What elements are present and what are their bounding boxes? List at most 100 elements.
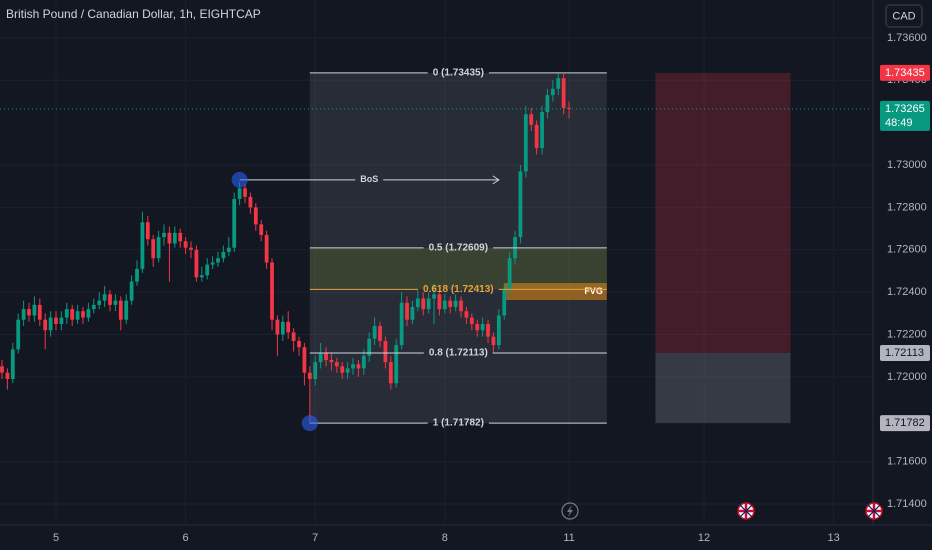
candle-body	[399, 302, 404, 346]
candle-body	[361, 355, 366, 369]
candle-body	[286, 321, 291, 333]
candle-body	[448, 300, 453, 307]
candle-body	[491, 336, 496, 346]
price-tag-label: 1.71782	[885, 417, 925, 429]
candle-body	[140, 222, 145, 269]
candle-body	[442, 300, 447, 310]
candle-body	[426, 298, 431, 310]
x-tick-label: 11	[563, 532, 574, 544]
candle-body	[259, 224, 264, 235]
candle-body	[189, 247, 193, 250]
candle-body	[459, 300, 463, 312]
candle-body	[518, 171, 523, 238]
candle-body	[118, 300, 123, 320]
candle-body	[464, 311, 469, 318]
anchor-point	[231, 171, 248, 188]
flag-icon[interactable]	[737, 502, 755, 520]
candle-body	[475, 323, 480, 331]
stop-zone	[655, 352, 791, 424]
target-zone	[655, 72, 791, 353]
currency-label[interactable]: CAD	[892, 10, 915, 22]
y-tick-label: 1.73000	[887, 159, 927, 171]
candle-body	[210, 262, 215, 265]
candle-body	[59, 317, 64, 324]
candle-body	[151, 239, 156, 259]
candle-body	[172, 232, 177, 244]
candle-body	[345, 368, 350, 373]
candle-body	[437, 294, 442, 310]
candle-body	[64, 309, 69, 318]
candle-body	[545, 95, 550, 113]
flag-icon[interactable]	[865, 502, 883, 520]
candle-body	[243, 188, 247, 197]
candle-body	[486, 323, 490, 337]
currency-button[interactable]	[885, 4, 923, 28]
y-tick-label: 1.72200	[887, 328, 927, 340]
candle-body	[280, 321, 285, 335]
candle-body	[340, 366, 345, 373]
candle-body	[480, 323, 485, 331]
candle-body	[129, 281, 134, 301]
candle-body	[124, 300, 129, 320]
price-tag	[880, 64, 930, 81]
candle-body	[529, 114, 534, 125]
candle-body	[302, 347, 307, 373]
candle-body	[237, 188, 242, 199]
candle-body	[378, 326, 382, 341]
candle-body	[70, 309, 75, 320]
y-tick-label: 1.72600	[887, 244, 927, 256]
y-tick-label: 1.71600	[887, 456, 927, 468]
candle-body	[156, 237, 161, 259]
candle-body	[334, 362, 339, 367]
candle-body	[48, 317, 53, 331]
price-tag	[880, 415, 930, 432]
candle-body	[351, 364, 355, 369]
candle-body	[97, 300, 102, 305]
fib-label: 0.618 (1.72413)	[423, 284, 494, 295]
candle-body	[410, 306, 415, 320]
fib-label: 0.8 (1.72113)	[429, 348, 488, 359]
candle-body	[469, 317, 474, 324]
fib-label: 0.5 (1.72609)	[429, 243, 489, 254]
price-tag	[880, 344, 930, 361]
candle-body	[502, 290, 507, 316]
candle-body	[32, 304, 37, 316]
candle-body	[108, 294, 112, 305]
candle-body	[248, 196, 253, 208]
x-tick-label: 7	[312, 532, 318, 544]
candle-body	[0, 366, 4, 373]
candle-body	[372, 326, 377, 339]
candle-body	[86, 309, 91, 318]
candle-body	[16, 319, 21, 350]
price-tag-label: 1.73265	[885, 103, 925, 115]
candle-body	[221, 251, 226, 259]
candle-body	[145, 222, 150, 240]
fib-golden-zone	[309, 247, 607, 290]
fib-label: 0 (1.73435)	[433, 68, 484, 79]
y-tick-label: 1.71400	[887, 498, 927, 510]
price-tag	[880, 100, 930, 131]
countdown: 48:49	[885, 117, 913, 129]
candle-body	[102, 294, 107, 301]
candle-body	[324, 353, 328, 360]
candle-body	[75, 311, 80, 320]
candle-body	[232, 198, 237, 248]
candle-body	[307, 372, 312, 380]
price-tag-label: 1.72113	[885, 347, 924, 359]
bos-label: BoS	[360, 174, 378, 184]
candle-body	[226, 247, 231, 252]
candle-body	[453, 300, 458, 307]
candle-body	[162, 232, 166, 238]
candle-body	[388, 362, 393, 384]
candle-body	[297, 340, 301, 348]
candle-body	[183, 241, 188, 248]
candle-body	[496, 315, 501, 346]
candle-body	[383, 340, 388, 363]
events-icon[interactable]	[561, 502, 579, 520]
y-tick-label: 1.73600	[887, 32, 927, 44]
price-tag-label: 1.73435	[885, 67, 925, 79]
candle-body	[91, 304, 96, 310]
candle-body	[550, 88, 555, 96]
candle-body	[10, 349, 15, 380]
